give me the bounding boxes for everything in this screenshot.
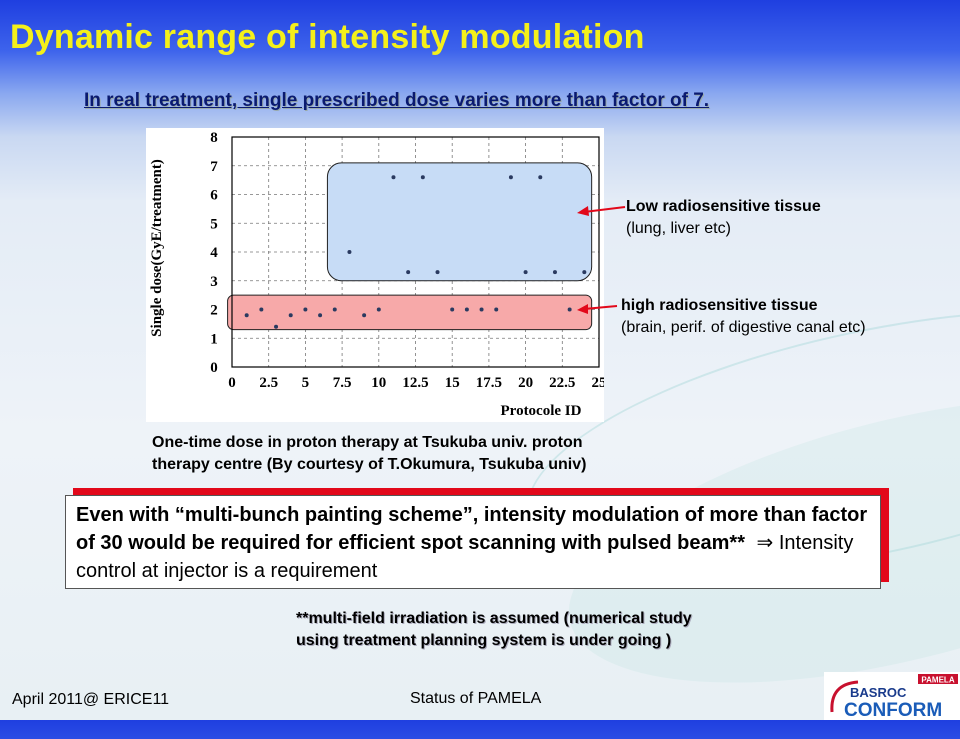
data-point — [582, 270, 587, 275]
chart-tick-labels: 0 2.5 5 7.5 10 12.5 15 17.5 20 22.5 25 0 1 2 3 4 5 6 7 8 — [210, 130, 604, 391]
x-tick-label: 22.5 — [549, 375, 575, 391]
footer-date: April 2011@ ERICE11 — [12, 691, 170, 708]
data-point — [391, 175, 396, 180]
x-tick-label: 20 — [518, 375, 533, 391]
chart-regions — [227, 162, 593, 331]
data-point — [479, 307, 484, 312]
data-point — [332, 307, 337, 312]
x-axis-label: Protocole ID — [501, 403, 582, 419]
x-tick-label: 25 — [592, 375, 605, 391]
conform-logo: PAMELA BASROC CONFORM — [824, 672, 960, 721]
x-tick-label: 2.5 — [259, 375, 278, 391]
plot-frame — [231, 136, 600, 368]
chart-axes — [231, 136, 600, 368]
high-tissue-label: high radiosensitive tissue (brain, perif… — [621, 295, 866, 339]
logo-basroc: BASROC — [850, 685, 907, 700]
slide-subtitle: In real treatment, single prescribed dos… — [84, 90, 710, 111]
data-point — [259, 307, 264, 312]
footnote: **multi-field irradiation is assumed (nu… — [296, 608, 692, 652]
footnote-line-1: **multi-field irradiation is assumed (nu… — [296, 610, 692, 627]
data-point — [567, 307, 572, 312]
y-tick-label: 7 — [210, 159, 218, 175]
low-tissue-examples: (lung, liver etc) — [626, 220, 731, 237]
data-point — [450, 307, 455, 312]
slide-title: Dynamic range of intensity modulation — [10, 18, 645, 56]
dose-chart: 0 2.5 5 7.5 10 12.5 15 17.5 20 22.5 25 0 1 2 3 4 5 6 7 8 Pr… — [146, 128, 604, 422]
y-tick-label: 5 — [210, 216, 218, 232]
key-message-conclusion: Intensity control at injector is a requi… — [76, 532, 854, 582]
key-message-box: Even with “multi-bunch painting scheme”,… — [65, 495, 881, 589]
y-axis-label: Single dose(GyE/treatment) — [149, 159, 165, 337]
y-tick-label: 4 — [210, 245, 218, 261]
data-point — [523, 270, 528, 275]
high-tissue-title: high radiosensitive tissue — [621, 297, 818, 314]
y-tick-label: 6 — [210, 188, 218, 204]
low-tissue-label: Low radiosensitive tissue (lung, liver e… — [626, 196, 821, 240]
low-tissue-title: Low radiosensitive tissue — [626, 198, 821, 215]
logo-pamela: PAMELA — [921, 676, 954, 685]
data-point — [508, 175, 513, 180]
data-point — [244, 313, 249, 318]
y-tick-label: 1 — [210, 331, 218, 347]
key-message-bold: Even with “multi-bunch painting scheme”,… — [76, 504, 868, 554]
data-point — [420, 175, 425, 180]
x-tick-label: 5 — [302, 375, 310, 391]
y-tick-label: 2 — [210, 303, 218, 319]
x-tick-label: 17.5 — [476, 375, 502, 391]
low-radiosensitive-region — [326, 162, 593, 282]
data-point — [538, 175, 543, 180]
chart-points — [244, 175, 587, 329]
chart-caption: One-time dose in proton therapy at Tsuku… — [152, 432, 692, 476]
data-point — [303, 307, 308, 312]
caption-line-1: One-time dose in proton therapy at Tsuku… — [152, 434, 583, 451]
data-point — [435, 270, 440, 275]
dose-chart-svg: 0 2.5 5 7.5 10 12.5 15 17.5 20 22.5 25 0 1 2 3 4 5 6 7 8 Pr… — [149, 130, 604, 419]
data-point — [406, 270, 411, 275]
x-tick-label: 12.5 — [402, 375, 428, 391]
data-point — [376, 307, 381, 312]
x-tick-label: 15 — [445, 375, 460, 391]
data-point — [464, 307, 469, 312]
data-point — [347, 250, 352, 254]
y-tick-label: 8 — [210, 130, 218, 146]
footer-title: Status of PAMELA — [410, 690, 542, 707]
data-point — [318, 313, 323, 318]
caption-line-2: therapy centre (By courtesy of T.Okumura… — [152, 456, 587, 473]
y-tick-label: 0 — [210, 360, 218, 376]
data-point — [288, 313, 293, 318]
high-radiosensitive-region — [227, 294, 593, 331]
footnote-line-2: using treatment planning system is under… — [296, 632, 672, 649]
high-tissue-examples: (brain, perif. of digestive canal etc) — [621, 319, 866, 336]
x-tick-label: 0 — [228, 375, 236, 391]
logo-conform: CONFORM — [844, 700, 942, 720]
x-tick-label: 10 — [371, 375, 386, 391]
data-point — [362, 313, 367, 318]
implies-arrow-icon: ⇒ — [756, 532, 774, 554]
conform-logo-graphic: PAMELA BASROC CONFORM — [830, 674, 958, 721]
data-point — [552, 270, 557, 275]
y-tick-label: 3 — [210, 274, 218, 290]
data-point — [274, 324, 279, 329]
data-point — [494, 307, 499, 312]
x-tick-label: 7.5 — [333, 375, 352, 391]
